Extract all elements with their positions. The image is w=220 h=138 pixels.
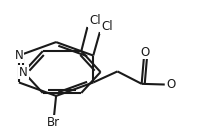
Text: O: O (141, 46, 150, 59)
Text: N: N (15, 49, 23, 62)
Text: Br: Br (47, 116, 60, 129)
Text: Cl: Cl (89, 14, 101, 27)
Text: N: N (19, 66, 28, 79)
Text: O: O (166, 78, 176, 91)
Text: Cl: Cl (101, 20, 113, 33)
